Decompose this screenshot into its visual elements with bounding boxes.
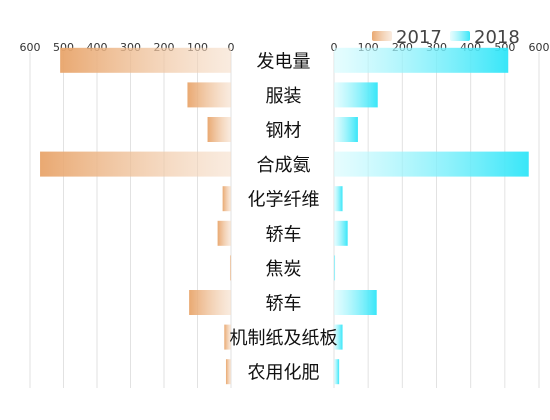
bar-2018-7	[334, 290, 377, 315]
bar-2017-9	[225, 359, 231, 385]
category-label: 机制纸及纸板	[230, 328, 338, 349]
category-label: 合成氨	[257, 155, 311, 176]
category-label: 焦炭	[266, 259, 302, 280]
bar-2017-6	[229, 255, 231, 281]
bar-2017-8	[224, 324, 231, 350]
bar-2018-6	[334, 255, 336, 281]
legend-label-2017: 2017	[396, 27, 442, 48]
bar-2018-2	[334, 117, 358, 142]
bar-2017-3	[40, 151, 231, 177]
bar-2018-1	[334, 82, 378, 108]
bar-2017-2	[207, 117, 231, 142]
category-label: 轿车	[266, 294, 302, 315]
right-tick-label: 0	[331, 41, 338, 54]
bar-2017-1	[187, 82, 231, 108]
bar-2018-4	[334, 186, 343, 212]
bar-2018-3	[334, 151, 529, 177]
bar-2017-7	[189, 290, 231, 315]
chart-bars	[40, 47, 529, 385]
legend-label-2018: 2018	[474, 27, 520, 48]
category-label: 发电量	[257, 51, 311, 72]
right-tick-label: 600	[529, 41, 550, 54]
bar-2017-5	[217, 220, 231, 246]
category-label: 轿车	[266, 224, 302, 245]
bar-2017-4	[222, 186, 231, 212]
left-tick-label: 600	[20, 41, 41, 54]
category-label: 化学纤维	[248, 190, 320, 211]
legend-swatch-2018	[450, 31, 470, 41]
bar-2018-5	[334, 220, 348, 246]
bar-2018-9	[334, 359, 340, 385]
bar-2018-8	[334, 324, 343, 350]
category-label: 农用化肥	[248, 363, 320, 384]
legend-swatch-2017	[372, 31, 392, 41]
left-tick-label: 0	[228, 41, 235, 54]
bar-2018-0	[334, 47, 509, 73]
category-label: 服装	[266, 86, 302, 107]
chart-legend: 2017 2018	[372, 27, 520, 48]
bar-2017-0	[60, 47, 232, 73]
category-label: 钢材	[266, 121, 302, 142]
